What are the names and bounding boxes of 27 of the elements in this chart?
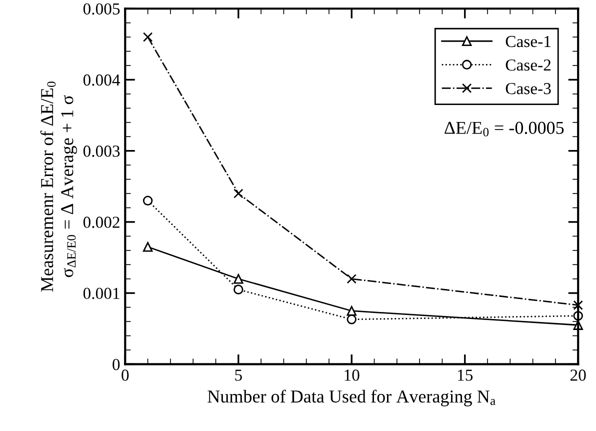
legend-label: Case-2 <box>506 59 551 71</box>
point <box>346 274 356 284</box>
x-axis-title: Number of Data Used for Averaging N$_{a}$ <box>208 390 496 406</box>
point <box>346 306 356 316</box>
y-tick-label: 0.001 <box>83 288 120 300</box>
point <box>142 196 153 206</box>
point <box>234 274 244 284</box>
annotation: ΔE/E$_{0}$ = -0.0005 <box>444 122 564 136</box>
x-tick-label: 20 <box>570 370 586 381</box>
legend-label: Case-1 <box>506 36 550 48</box>
y-tick-label: 0.002 <box>83 216 120 228</box>
x-tick-label: 5 <box>235 370 242 381</box>
y-tick-label: 0 <box>112 358 120 370</box>
x-tick-label: 10 <box>344 370 360 381</box>
text: Measuremenr Error of ΔE/E$_{0}$ σ$_{ΔE/E0}$ = Δ Average + 1 σ <box>40 82 77 292</box>
y-tick-label: 0.005 <box>83 3 120 15</box>
legend-label: Case-3 <box>506 83 551 94</box>
y-tick-label: 0.004 <box>83 74 120 86</box>
x-tick-label: 15 <box>458 370 473 381</box>
point <box>573 300 583 310</box>
point <box>142 242 153 252</box>
point <box>234 284 244 294</box>
point <box>346 314 356 324</box>
y-tick-label: 0.003 <box>83 146 120 157</box>
point <box>234 188 244 198</box>
point <box>142 32 153 42</box>
x-tick-label: 0 <box>122 370 129 381</box>
